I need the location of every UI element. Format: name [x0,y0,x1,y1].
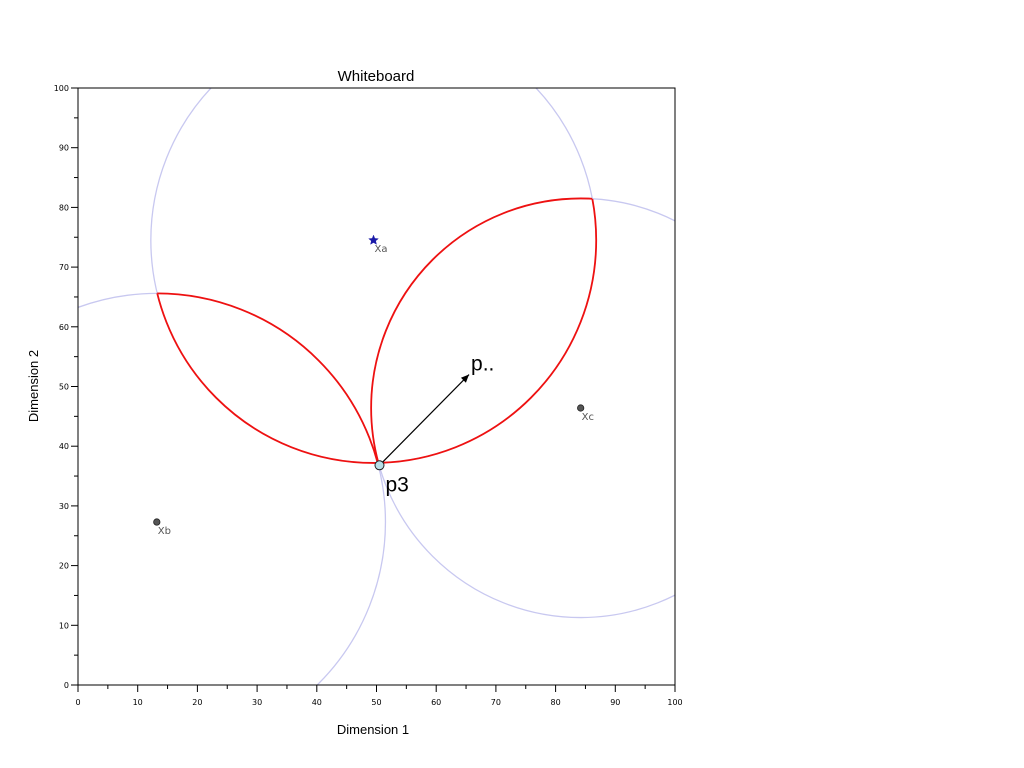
vector-annotation: p.. p3 [374,353,494,496]
point-xc-marker [577,404,585,412]
y-tick-label: 70 [59,263,69,272]
y-tick-label: 90 [59,144,69,153]
y-tick-label: 40 [59,442,69,451]
point-xb-label: Xb [158,526,171,537]
y-tick-label: 0 [64,681,69,690]
y-tick-label: 60 [59,323,69,332]
region-edge-xb-xa [150,292,387,463]
circle-xb [78,292,387,685]
x-tick-label: 50 [371,698,381,707]
point-xa-label: Xa [375,244,388,255]
region-edge-xa-xb [149,293,386,464]
x-axis: 0 10 20 30 40 50 60 70 80 90 100 [75,685,683,707]
plot-frame [77,87,676,686]
x-tick-label: 80 [551,698,561,707]
x-tick-label: 60 [431,698,441,707]
y-tick-label: 100 [54,84,69,93]
point-xb-marker [153,518,161,526]
region-edge-xb-xc [371,292,387,618]
x-tick-label: 20 [192,698,202,707]
y-axis: 0 10 20 30 40 50 60 70 80 90 100 [54,84,78,690]
x-axis-title: Dimension 1 [337,722,409,737]
x-tick-label: 70 [491,698,501,707]
x-tick-label: 0 [75,698,80,707]
x-tick-label: 10 [133,698,143,707]
data-points: Xa Xb Xc [153,234,594,537]
arrow-label: p.. [471,353,494,376]
x-tick-label: 40 [312,698,322,707]
y-tick-label: 50 [59,383,69,392]
y-tick-label: 80 [59,203,69,212]
distance-circles [78,88,675,685]
chart-title: Whiteboard [338,68,415,85]
intersection-region [149,197,598,619]
y-tick-label: 10 [59,621,69,630]
arrow-shaft [379,374,470,466]
x-tick-label: 90 [610,698,620,707]
arrow-head [460,374,470,383]
marked-point-marker [374,460,385,471]
point-xa-marker [368,234,379,245]
x-tick-label: 100 [667,698,682,707]
y-tick-label: 20 [59,562,69,571]
x-tick-label: 30 [252,698,262,707]
y-axis-title: Dimension 2 [26,350,41,422]
point-xc-label: Xc [582,412,594,423]
y-tick-label: 30 [59,502,69,511]
region-edge-xc-xa [370,197,597,463]
marked-point-label: p3 [385,473,408,496]
